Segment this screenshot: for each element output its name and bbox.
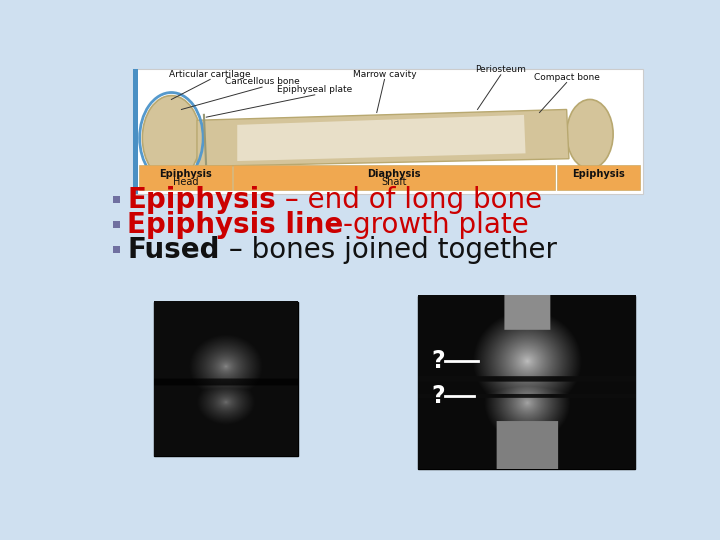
Bar — [113, 221, 120, 228]
Text: Periosteum: Periosteum — [475, 65, 526, 74]
Bar — [557, 165, 640, 190]
Bar — [132, 69, 642, 194]
Text: Epiphysis: Epiphysis — [572, 169, 625, 179]
Bar — [113, 246, 120, 253]
Text: Shaft: Shaft — [381, 177, 407, 187]
Text: Epiphysis line: Epiphysis line — [127, 211, 343, 239]
Ellipse shape — [567, 99, 613, 168]
Polygon shape — [197, 110, 569, 166]
Text: Epiphyseal plate: Epiphyseal plate — [277, 85, 352, 94]
Text: Articular cartilage: Articular cartilage — [169, 70, 251, 79]
Bar — [418, 296, 635, 469]
Ellipse shape — [143, 96, 200, 180]
Text: -growth plate: -growth plate — [343, 211, 529, 239]
Text: Cancellous bone: Cancellous bone — [225, 77, 300, 86]
Bar — [233, 165, 555, 190]
Bar — [113, 195, 120, 202]
Text: – end of long bone: – end of long bone — [276, 186, 542, 213]
Text: Epiphysis: Epiphysis — [127, 186, 276, 213]
Text: Epiphysis: Epiphysis — [159, 169, 212, 179]
Text: Compact bone: Compact bone — [534, 73, 600, 82]
Bar — [154, 302, 297, 456]
Text: – bones joined together: – bones joined together — [220, 235, 557, 264]
Text: Head: Head — [173, 177, 198, 187]
Text: ?: ? — [432, 384, 446, 408]
Bar — [132, 69, 138, 194]
Text: Marrow cavity: Marrow cavity — [353, 70, 416, 79]
Polygon shape — [238, 115, 526, 161]
Text: Diaphysis: Diaphysis — [367, 169, 420, 179]
Text: Fused: Fused — [127, 235, 220, 264]
Bar — [139, 165, 232, 190]
Text: ?: ? — [432, 349, 446, 373]
